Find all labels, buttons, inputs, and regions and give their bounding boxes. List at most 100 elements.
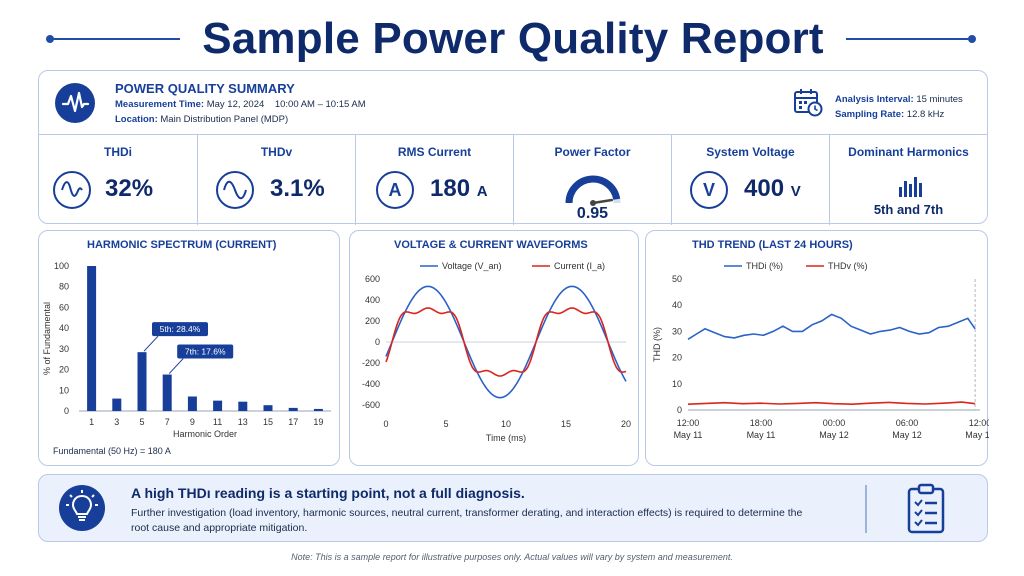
x-tick-label-date: May 12 — [965, 430, 989, 440]
bar-order-11 — [213, 400, 223, 411]
metric-voltage-label: System Voltage — [706, 145, 795, 159]
bar-order-9 — [187, 396, 197, 411]
annotation-box — [177, 344, 234, 359]
x-tick-label: 10 — [501, 419, 511, 429]
y-tick-label: 30 — [672, 326, 682, 336]
waveforms-title: VOLTAGE & CURRENT WAVEFORMS — [394, 239, 588, 251]
y-tick-label: 600 — [365, 274, 380, 284]
metric-rms-current: RMS Current A 180 A — [355, 135, 513, 225]
metric-rms-number: 180 — [430, 175, 471, 202]
legend-label: THDv (%) — [828, 261, 868, 271]
metric-harmonics-label: Dominant Harmonics — [848, 145, 969, 159]
annotation-leader — [143, 335, 159, 352]
y-tick-label: 80 — [59, 282, 69, 292]
x-tick-label: 15 — [561, 419, 571, 429]
metric-thdv: THDv 3.1% — [197, 135, 355, 225]
metric-voltage-number: 400 — [744, 175, 785, 202]
x-axis-label: Time (ms) — [486, 433, 526, 443]
x-tick-label: 17 — [288, 417, 298, 427]
series-line-current — [385, 307, 627, 377]
metric-rms-unit: A — [476, 183, 488, 200]
x-tick-label: 19 — [313, 417, 323, 427]
annotation-label: 5th: 28.4% — [160, 324, 201, 334]
x-tick-label: 11 — [213, 417, 222, 427]
title-row: Sample Power Quality Report — [0, 6, 1024, 66]
y-tick-label: 0 — [64, 406, 69, 416]
metric-system-voltage: System Voltage V 400 V — [671, 135, 829, 225]
annotation-label: 7th: 17.6% — [185, 347, 226, 357]
sampling-rate-label: Sampling Rate: — [835, 109, 905, 120]
metric-power-factor: Power Factor 0.95 — [513, 135, 671, 225]
bar-order-13 — [238, 401, 248, 411]
lightbulb-icon — [59, 485, 105, 531]
x-tick-label-time: 00:00 — [823, 418, 846, 428]
y-tick-label: -200 — [362, 358, 380, 368]
x-tick-label: 0 — [383, 419, 388, 429]
legend-label: THDi (%) — [746, 261, 783, 271]
analysis-interval: Analysis Interval: 15 minutes — [835, 94, 963, 105]
waveform-icon — [55, 83, 95, 123]
power-factor-gauge — [565, 175, 621, 206]
x-tick-label-time: 12:00 — [677, 418, 700, 428]
power-factor-needle — [591, 198, 614, 205]
location-label: Location: — [115, 114, 158, 125]
series-line-thdi — [687, 313, 976, 340]
sampling-rate-value: 12.8 kHz — [906, 109, 945, 120]
ampere-icon: A — [376, 171, 414, 209]
x-tick-label: 9 — [190, 417, 195, 427]
diagnosis-note: A high THDı reading is a starting point,… — [38, 474, 988, 542]
y-tick-label: 30 — [59, 344, 69, 354]
x-tick-label: 1 — [89, 417, 94, 427]
x-tick-label: 5 — [443, 419, 448, 429]
metric-pf-label: Power Factor — [554, 145, 631, 159]
metric-voltage-value: 400 V — [744, 175, 801, 203]
sine-wave-icon — [53, 171, 91, 209]
y-tick-label: 20 — [59, 365, 69, 375]
x-tick-label: 3 — [114, 417, 119, 427]
metric-thdv-label: THDv — [260, 145, 293, 159]
y-tick-label: 0 — [677, 405, 682, 415]
y-axis-label: % of Fundamental — [42, 302, 52, 375]
location-value: Main Distribution Panel (MDP) — [160, 114, 289, 125]
x-tick-label: 13 — [238, 417, 248, 427]
x-tick-label-date: May 11 — [747, 430, 776, 440]
x-tick-label: 20 — [621, 419, 631, 429]
measurement-time-value: May 12, 2024 10:00 AM – 10:15 AM — [206, 99, 366, 110]
metric-rms-value: 180 A — [430, 175, 488, 203]
y-tick-label: 60 — [59, 302, 69, 312]
thd-trend-title: THD TREND (LAST 24 HOURS) — [692, 239, 853, 251]
sine-wave-icon — [216, 171, 254, 209]
analysis-interval-value: 15 minutes — [916, 94, 963, 105]
y-tick-label: 10 — [672, 379, 682, 389]
y-tick-label: 200 — [365, 316, 380, 326]
thd-trend-panel: THD TREND (LAST 24 HOURS) 0 10 20 30 40 50 12:… — [645, 230, 989, 466]
note-body: Further investigation (load inventory, h… — [131, 507, 803, 534]
bar-order-15 — [263, 405, 273, 411]
summary-header: POWER QUALITY SUMMARY Measurement Time: … — [39, 71, 987, 135]
y-tick-label: 40 — [672, 300, 682, 310]
bar-order-3 — [112, 398, 122, 411]
x-tick-label-date: May 12 — [892, 430, 922, 440]
x-tick-label-time: 12:00 — [969, 418, 989, 428]
legend-label: Voltage (V_an) — [442, 261, 502, 271]
measurement-time-label: Measurement Time: — [115, 99, 205, 110]
metric-thdv-value: 3.1% — [270, 175, 325, 202]
x-axis-label: Harmonic Order — [173, 429, 237, 439]
x-tick-label-date: May 11 — [674, 430, 703, 440]
page-title: Sample Power Quality Report — [202, 14, 824, 63]
sampling-rate: Sampling Rate: 12.8 kHz — [835, 109, 944, 120]
y-tick-label: 100 — [54, 261, 69, 271]
footnote: Note: This is a sample report for illust… — [291, 552, 733, 562]
fundamental-note: Fundamental (50 Hz) = 180 A — [53, 446, 171, 456]
x-tick-label: 7 — [165, 417, 170, 427]
waveforms-panel: VOLTAGE & CURRENT WAVEFORMS 600 400 200 0 -2… — [349, 230, 639, 466]
x-tick-label: 15 — [263, 417, 273, 427]
thd-trend-chart: 0 10 20 30 40 50 12:00 May 11 18:00 May 11 00:00 Ma… — [652, 261, 989, 440]
harmonic-spectrum-panel: HARMONIC SPECTRUM (CURRENT) 0 10 20 30 40 60 8… — [38, 230, 340, 466]
y-tick-label: 20 — [672, 353, 682, 363]
bar-order-7 — [162, 374, 172, 411]
power-factor-gauge-fill — [565, 175, 621, 204]
title-rule-right — [846, 38, 972, 40]
calendar-clock-icon — [794, 89, 823, 117]
